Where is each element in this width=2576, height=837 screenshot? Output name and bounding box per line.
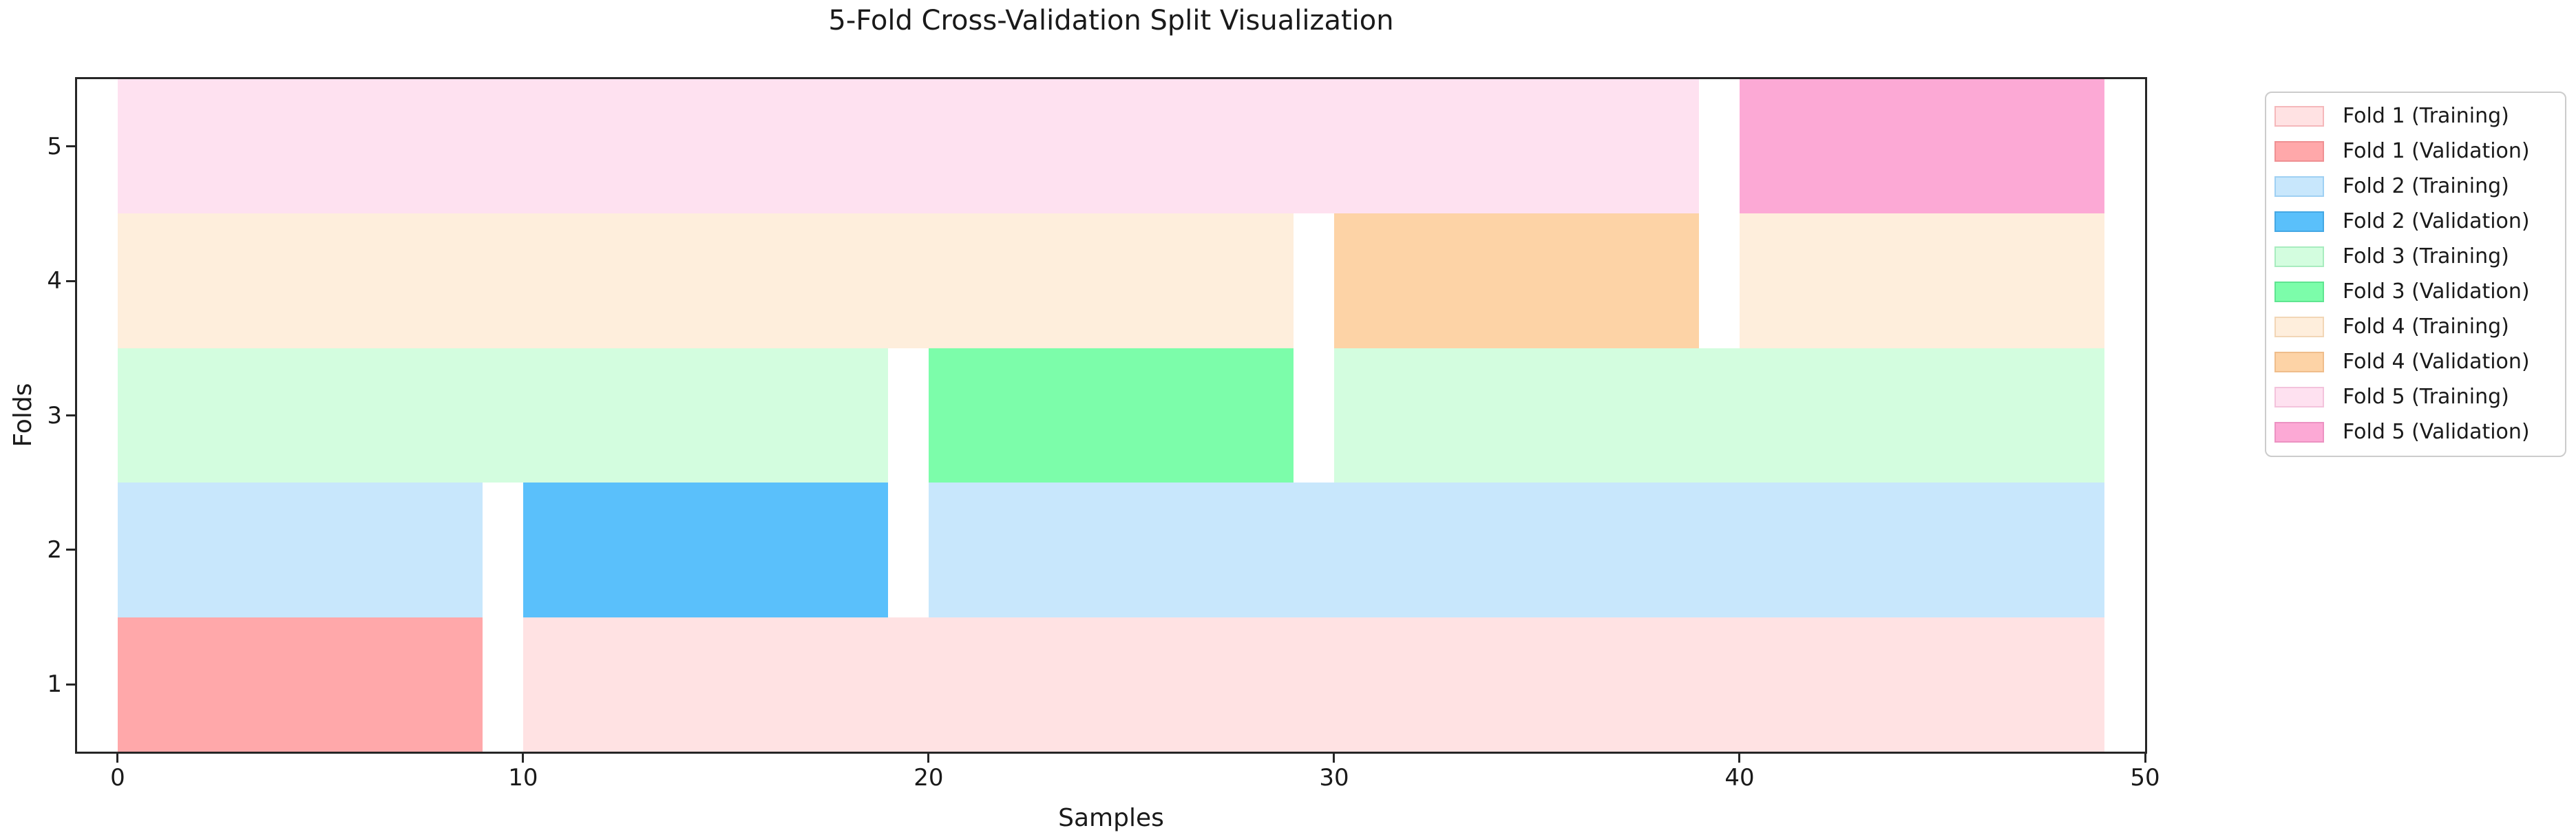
x-tick-label: 30 [1319, 764, 1349, 792]
fold5-training-bar [117, 79, 1700, 214]
x-tick-mark [2144, 754, 2146, 763]
legend-swatch [2274, 176, 2324, 197]
x-tick-label: 40 [1724, 764, 1755, 792]
x-tick-label: 10 [508, 764, 538, 792]
y-tick-label: 4 [47, 267, 62, 295]
legend-label: Fold 1 (Validation) [2343, 139, 2530, 163]
legend-swatch [2274, 246, 2324, 267]
legend-label: Fold 5 (Training) [2343, 385, 2509, 409]
legend-item: Fold 3 (Training) [2274, 246, 2557, 267]
legend-swatch [2274, 317, 2324, 337]
legend-label: Fold 4 (Training) [2343, 315, 2509, 339]
legend-swatch [2274, 352, 2324, 372]
x-tick-mark [522, 754, 525, 763]
legend-item: Fold 4 (Validation) [2274, 352, 2557, 372]
legend-swatch [2274, 282, 2324, 302]
legend-label: Fold 3 (Training) [2343, 244, 2509, 268]
legend-label: Fold 5 (Validation) [2343, 420, 2530, 444]
legend-swatch [2274, 106, 2324, 127]
y-tick-mark [66, 279, 75, 282]
x-tick-mark [116, 754, 119, 763]
y-tick-label: 5 [47, 132, 62, 160]
chart-title: 5-Fold Cross-Validation Split Visualizat… [828, 5, 1394, 36]
fold5-validation-bar [1739, 79, 2105, 214]
legend-label: Fold 1 (Training) [2343, 104, 2509, 128]
x-tick-label: 50 [2130, 764, 2160, 792]
x-axis-label: Samples [1058, 804, 1164, 832]
fold1-validation-bar [117, 617, 483, 752]
y-tick-mark [66, 549, 75, 551]
y-tick-mark [66, 414, 75, 416]
fold3-validation-bar [928, 348, 1294, 483]
fold3-training-bar [1333, 348, 2105, 483]
y-tick-label: 2 [47, 536, 62, 564]
legend-item: Fold 1 (Validation) [2274, 141, 2557, 162]
legend-item: Fold 4 (Training) [2274, 317, 2557, 337]
fold4-validation-bar [1333, 213, 1700, 348]
y-tick-mark [66, 145, 75, 148]
legend-label: Fold 3 (Validation) [2343, 279, 2530, 304]
legend-label: Fold 2 (Validation) [2343, 209, 2530, 233]
legend-item: Fold 5 (Validation) [2274, 422, 2557, 443]
x-tick-label: 0 [110, 764, 125, 792]
legend-swatch [2274, 387, 2324, 407]
legend-label: Fold 2 (Training) [2343, 174, 2509, 198]
x-tick-mark [927, 754, 930, 763]
legend: Fold 1 (Training) Fold 1 (Validation) Fold… [2265, 92, 2566, 457]
legend-item: Fold 1 (Training) [2274, 106, 2557, 127]
legend-swatch [2274, 141, 2324, 162]
fold4-training-bar [1739, 213, 2105, 348]
legend-swatch [2274, 422, 2324, 443]
x-tick-mark [1738, 754, 1741, 763]
legend-item: Fold 2 (Training) [2274, 176, 2557, 197]
y-tick-label: 1 [47, 670, 62, 699]
fold3-training-bar [117, 348, 889, 483]
legend-item: Fold 3 (Validation) [2274, 282, 2557, 302]
fold1-training-bar [522, 617, 2105, 752]
legend-swatch [2274, 211, 2324, 232]
x-tick-mark [1333, 754, 1335, 763]
x-tick-label: 20 [914, 764, 944, 792]
legend-item: Fold 2 (Validation) [2274, 211, 2557, 232]
legend-item: Fold 5 (Training) [2274, 387, 2557, 407]
fold4-training-bar [117, 213, 1294, 348]
fold2-training-bar [117, 483, 483, 617]
fold2-training-bar [928, 483, 2105, 617]
y-tick-mark [66, 683, 75, 686]
y-tick-label: 3 [47, 401, 62, 430]
legend-label: Fold 4 (Validation) [2343, 350, 2530, 374]
fold2-validation-bar [522, 483, 889, 617]
